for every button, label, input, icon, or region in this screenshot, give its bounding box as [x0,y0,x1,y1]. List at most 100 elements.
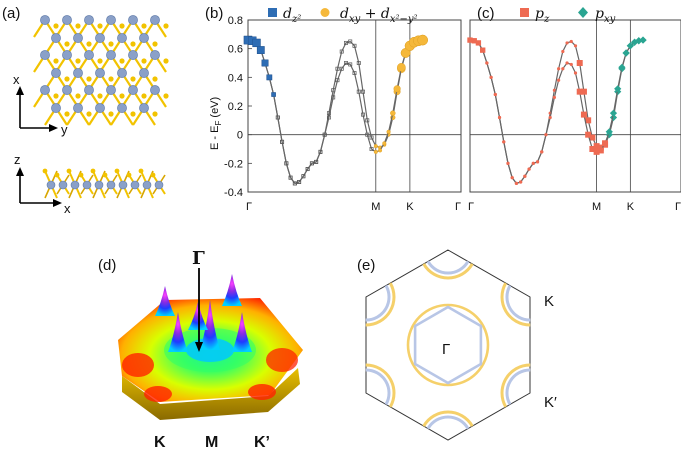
y-tick-label: 0.6 [228,44,243,56]
mo-atom [128,85,138,95]
dz2-marker-small [361,112,365,117]
legend-c-marker-0 [520,8,529,17]
side-mo-atom [46,180,56,190]
s-atom [141,58,147,64]
s-atom [119,23,125,29]
side-s-atom [78,172,84,178]
pz-marker [585,117,592,124]
peak [222,274,242,306]
side-s-atom [66,168,72,174]
pz-marker-small [531,161,535,165]
side-mo-atom [82,180,92,190]
dz2-marker-small [314,159,319,164]
mo-atom [62,15,72,25]
k-label-e: K [544,293,554,310]
peak [168,312,188,352]
mo-atom [51,68,61,78]
axis-label-y-top: y [61,122,68,137]
bands-b [243,20,461,192]
side-mo-atom [130,180,140,190]
pxy-marker [609,109,618,117]
axes-glyph-bottom: z x [14,152,71,216]
mo-atom [150,50,160,60]
fermi-surface-3d: Γ K M K’ [118,248,303,451]
dz2-marker-small [369,147,374,151]
surface-red-corner-r [266,348,298,372]
side-mo-atom [154,180,164,190]
pz-marker [471,38,477,44]
y-tick-label: 0.4 [228,72,243,84]
k-pocket-arc [422,410,474,427]
mo-atom [40,50,50,60]
pz-marker [576,60,583,66]
dz2-marker-small [348,39,353,44]
s-atom [152,41,158,47]
side-mo-atom [118,180,128,190]
dz2-marker-small [284,161,289,166]
pz-marker [593,143,600,150]
band-plot-c: Γ M K Γ pz pxy [467,6,681,213]
mo-atom [40,85,50,95]
pz-marker-small [573,71,578,75]
pz-marker-small [527,167,531,171]
pz-marker-small [510,176,514,180]
mo-atom [62,50,72,60]
dz2-marker-small [288,175,293,180]
surface-peaks [155,274,252,352]
dz2-marker-small [339,66,344,71]
s-atom [119,93,125,99]
s-atom [97,23,103,29]
panel-e-label: (e) [357,257,375,274]
mo-atom [150,15,160,25]
pz-marker-small [485,61,489,65]
surface-red-corner-l [122,353,154,377]
pz-marker [475,40,482,46]
legend-c-marker-1 [578,7,588,18]
mo-atom [106,85,116,95]
panel-a-label: (a) [2,5,20,22]
s-atom [86,111,92,117]
surface-red-corner-b [144,386,172,402]
pz-marker-small [519,180,523,184]
gamma-label-d: Γ [192,248,205,269]
brillouin-zone: Γ K K′ [365,249,557,441]
pz-marker-small [497,115,502,120]
pz-marker-small [565,41,569,45]
band-plot-b: 0.8 0.6 0.4 0.2 0 -0.2 -0.4 Γ M K Γ E - EF (eV) d… [209,6,462,213]
pz-marker-small [548,115,552,120]
k-pocket-arc [365,363,396,408]
s-atom [130,76,136,82]
s-atom [108,41,114,47]
bands-c [467,20,681,192]
k-pocket-arc [426,415,470,430]
dz2-marker [266,74,273,81]
kprime-label-e: K′ [544,394,557,411]
dz2-marker-small [322,132,327,137]
pz-marker-small [569,62,573,67]
axes-glyph-top: x y [13,72,68,137]
x-tick-label: M [371,201,380,213]
pz-marker-small [552,95,557,99]
y-tick-label: -0.2 [224,158,243,170]
dz2-marker-small [280,139,285,144]
pz-marker [589,134,596,141]
k-label-d: K [154,434,166,451]
side-s-atom [102,172,108,178]
mo-atom [73,103,83,113]
mo-atom [139,33,149,43]
pz-marker-small [561,49,565,54]
y-tick-label: -0.4 [224,187,243,199]
fermi-contours [365,260,531,430]
x-tick-label: Γ [468,201,474,213]
s-atom [75,93,81,99]
dxy-marker [373,144,378,149]
s-atom [75,23,81,29]
dz2-marker-small [275,115,280,120]
k-pocket-arc [365,282,396,327]
dxy-marker [417,34,428,46]
s-atom [97,58,103,64]
dz2-marker-small [335,78,340,83]
mo-atom [128,15,138,25]
pz-marker-small [557,67,561,71]
